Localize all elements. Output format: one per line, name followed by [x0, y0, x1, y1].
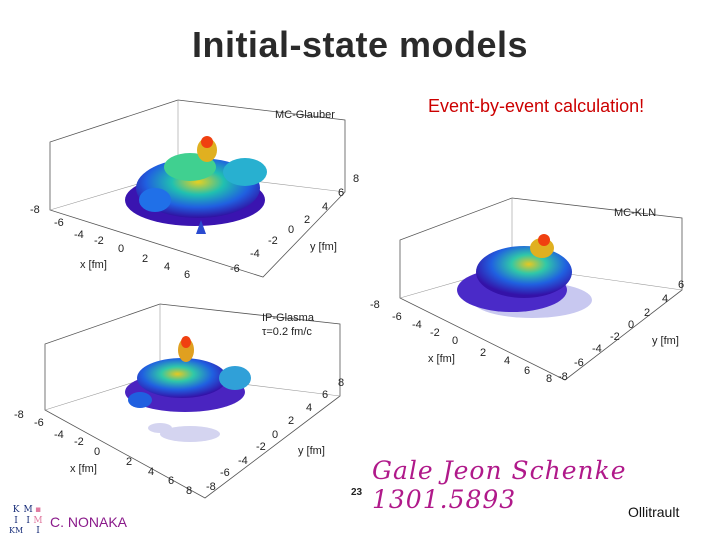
x-tick: 4 [504, 355, 510, 367]
x-tick: 4 [164, 261, 170, 273]
page-number: 23 [351, 487, 363, 498]
logo-letter: I [36, 526, 40, 537]
y-axis-label: y [fm] [310, 241, 337, 253]
logo-letter: I [26, 515, 30, 526]
x-tick: -8 [14, 409, 24, 421]
x-tick: 6 [168, 475, 174, 487]
x-tick: 2 [480, 347, 486, 359]
reference-citation: Gale Jeon Schenke 1301.5893 [372, 456, 627, 514]
x-tick: 6 [524, 365, 530, 377]
y-tick: -4 [250, 248, 260, 260]
x-tick: -6 [54, 217, 64, 229]
y-tick: 6 [338, 187, 344, 199]
x-tick: -8 [30, 204, 40, 216]
x-axis-label: x [fm] [80, 259, 107, 271]
y-tick: 4 [322, 201, 328, 213]
y-tick: -4 [238, 455, 248, 467]
y-tick: -2 [268, 235, 278, 247]
slide-title: Initial-state models [191, 24, 529, 65]
credit-name: Ollitrault [628, 504, 680, 520]
y-tick: 2 [304, 214, 310, 226]
x-tick: 0 [94, 446, 100, 458]
y-tick: -6 [220, 467, 230, 479]
y-tick: 0 [628, 319, 634, 331]
y-tick: -4 [592, 343, 602, 355]
x-tick: 4 [148, 466, 154, 478]
x-tick: -2 [430, 327, 440, 339]
plot-label: MC-KLN [614, 207, 656, 219]
logo-letter: I [14, 515, 18, 526]
logo-letter: K [12, 505, 20, 515]
x-tick: -2 [94, 235, 104, 247]
x-tick: -4 [54, 429, 64, 441]
y-tick: -2 [610, 331, 620, 343]
x-tick: -6 [34, 417, 44, 429]
y-tick: 4 [306, 402, 312, 414]
x-tick: 2 [142, 253, 148, 265]
x-axis-label: x [fm] [428, 353, 455, 365]
logo-letter: M [33, 515, 43, 526]
y-tick: -8 [206, 481, 216, 493]
plot-label: MC-Glauber [275, 109, 335, 121]
x-tick: 8 [186, 485, 192, 497]
ip-glasma-plot: IP-Glasma τ=0.2 fm/c x [fm] y [fm] -8 -6… [14, 303, 344, 499]
x-tick: -4 [412, 319, 422, 331]
y-tick: 6 [678, 279, 684, 291]
y-tick: 2 [288, 415, 294, 427]
x-tick: 0 [118, 243, 124, 255]
y-tick: 8 [338, 377, 344, 389]
x-tick: 2 [126, 456, 132, 468]
y-axis-label: y [fm] [298, 445, 325, 457]
x-tick: 0 [452, 335, 458, 347]
y-tick: -6 [230, 263, 240, 275]
logo-letter [23, 526, 33, 537]
y-tick: 2 [644, 307, 650, 319]
y-tick: 0 [272, 429, 278, 441]
x-tick: 6 [184, 269, 190, 281]
logo-letter: KM [9, 526, 24, 536]
y-axis-label: y [fm] [652, 335, 679, 347]
kmi-logo: K M ▪ I I M KM I [9, 505, 43, 537]
author-name: C. NONAKA [50, 514, 128, 530]
logo-letter: ▪ [34, 505, 42, 515]
y-tick: 6 [322, 389, 328, 401]
plot-sublabel: τ=0.2 fm/c [262, 326, 312, 338]
y-tick: -2 [256, 441, 266, 453]
x-tick: 8 [546, 373, 552, 385]
y-tick: -6 [574, 357, 584, 369]
mc-kln-plot: MC-KLN x [fm] y [fm] -8 -6 -4 -2 0 2 4 6… [370, 197, 684, 385]
y-tick: 8 [353, 173, 359, 185]
x-tick: -8 [370, 299, 380, 311]
x-tick: -6 [392, 311, 402, 323]
plot-label: IP-Glasma [262, 312, 315, 324]
x-tick: -4 [74, 229, 84, 241]
x-axis-label: x [fm] [70, 463, 97, 475]
event-by-event-note: Event-by-event calculation! [428, 96, 645, 116]
y-tick: 0 [288, 224, 294, 236]
y-tick: -8 [558, 371, 568, 383]
x-tick: -2 [74, 436, 84, 448]
logo-letter: M [23, 505, 33, 515]
mc-glauber-plot: MC-Glauber x [fm] y [fm] -8 -6 -4 -2 0 2… [30, 99, 359, 281]
y-tick: 4 [662, 293, 668, 305]
